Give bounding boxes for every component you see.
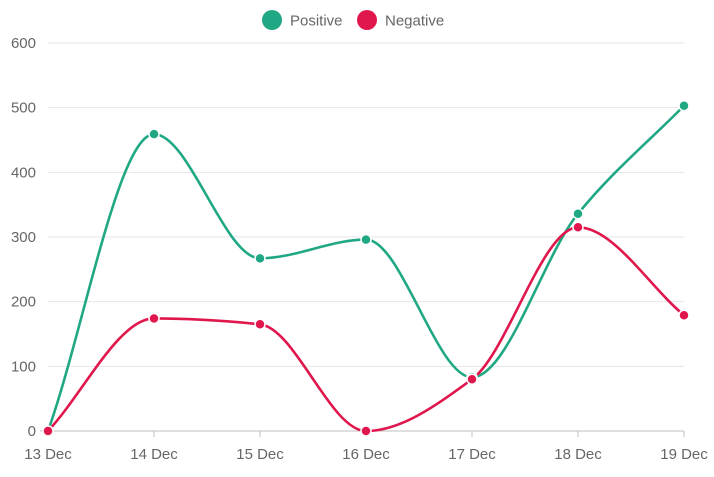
y-tick-label: 600 bbox=[11, 35, 36, 52]
grid-lines bbox=[48, 42, 684, 367]
legend-marker bbox=[262, 10, 282, 30]
data-point-positive[interactable] bbox=[254, 252, 266, 265]
data-point-negative[interactable] bbox=[360, 425, 372, 437]
x-tick-label: 19 Dec bbox=[660, 446, 708, 463]
data-point-positive[interactable] bbox=[678, 99, 690, 112]
data-point-negative[interactable] bbox=[42, 425, 54, 437]
x-tick-label: 14 Dec bbox=[130, 446, 178, 463]
data-point-negative[interactable] bbox=[466, 373, 478, 386]
legend-label: Negative bbox=[385, 13, 444, 30]
legend: Positive Negative bbox=[262, 10, 444, 30]
x-tick-label: 16 Dec bbox=[342, 446, 390, 463]
data-point-negative[interactable] bbox=[254, 318, 266, 331]
legend-marker bbox=[357, 10, 377, 30]
legend-item-positive[interactable]: Positive bbox=[262, 10, 343, 30]
series-line-positive bbox=[46, 104, 686, 433]
data-point-negative[interactable] bbox=[148, 312, 160, 325]
y-tick-label: 200 bbox=[11, 294, 36, 311]
legend-item-negative[interactable]: Negative bbox=[357, 10, 444, 30]
legend-label: Positive bbox=[290, 13, 343, 30]
series-line-negative bbox=[46, 226, 686, 433]
x-tick-label: 18 Dec bbox=[554, 446, 602, 463]
x-tick-label: 13 Dec bbox=[24, 446, 72, 463]
y-tick-label: 500 bbox=[11, 100, 36, 117]
data-points bbox=[42, 99, 690, 437]
series-lines bbox=[46, 104, 686, 433]
data-point-negative[interactable] bbox=[572, 221, 584, 234]
data-point-positive[interactable] bbox=[148, 128, 160, 140]
x-tick-label: 15 Dec bbox=[236, 446, 284, 463]
y-tick-label: 0 bbox=[28, 423, 36, 440]
y-tick-label: 400 bbox=[11, 164, 36, 181]
x-tick-label: 17 Dec bbox=[448, 446, 496, 463]
y-tick-label: 100 bbox=[11, 358, 36, 375]
data-point-positive[interactable] bbox=[572, 207, 584, 220]
y-tick-labels: 0 100 200 300 400 500 600 bbox=[11, 35, 36, 440]
data-point-positive[interactable] bbox=[360, 233, 372, 246]
y-tick-label: 300 bbox=[11, 229, 36, 246]
data-point-negative[interactable] bbox=[678, 309, 690, 321]
x-tick-labels: 13 Dec 14 Dec 15 Dec 16 Dec 17 Dec 18 Dec 19 D… bbox=[24, 446, 708, 463]
